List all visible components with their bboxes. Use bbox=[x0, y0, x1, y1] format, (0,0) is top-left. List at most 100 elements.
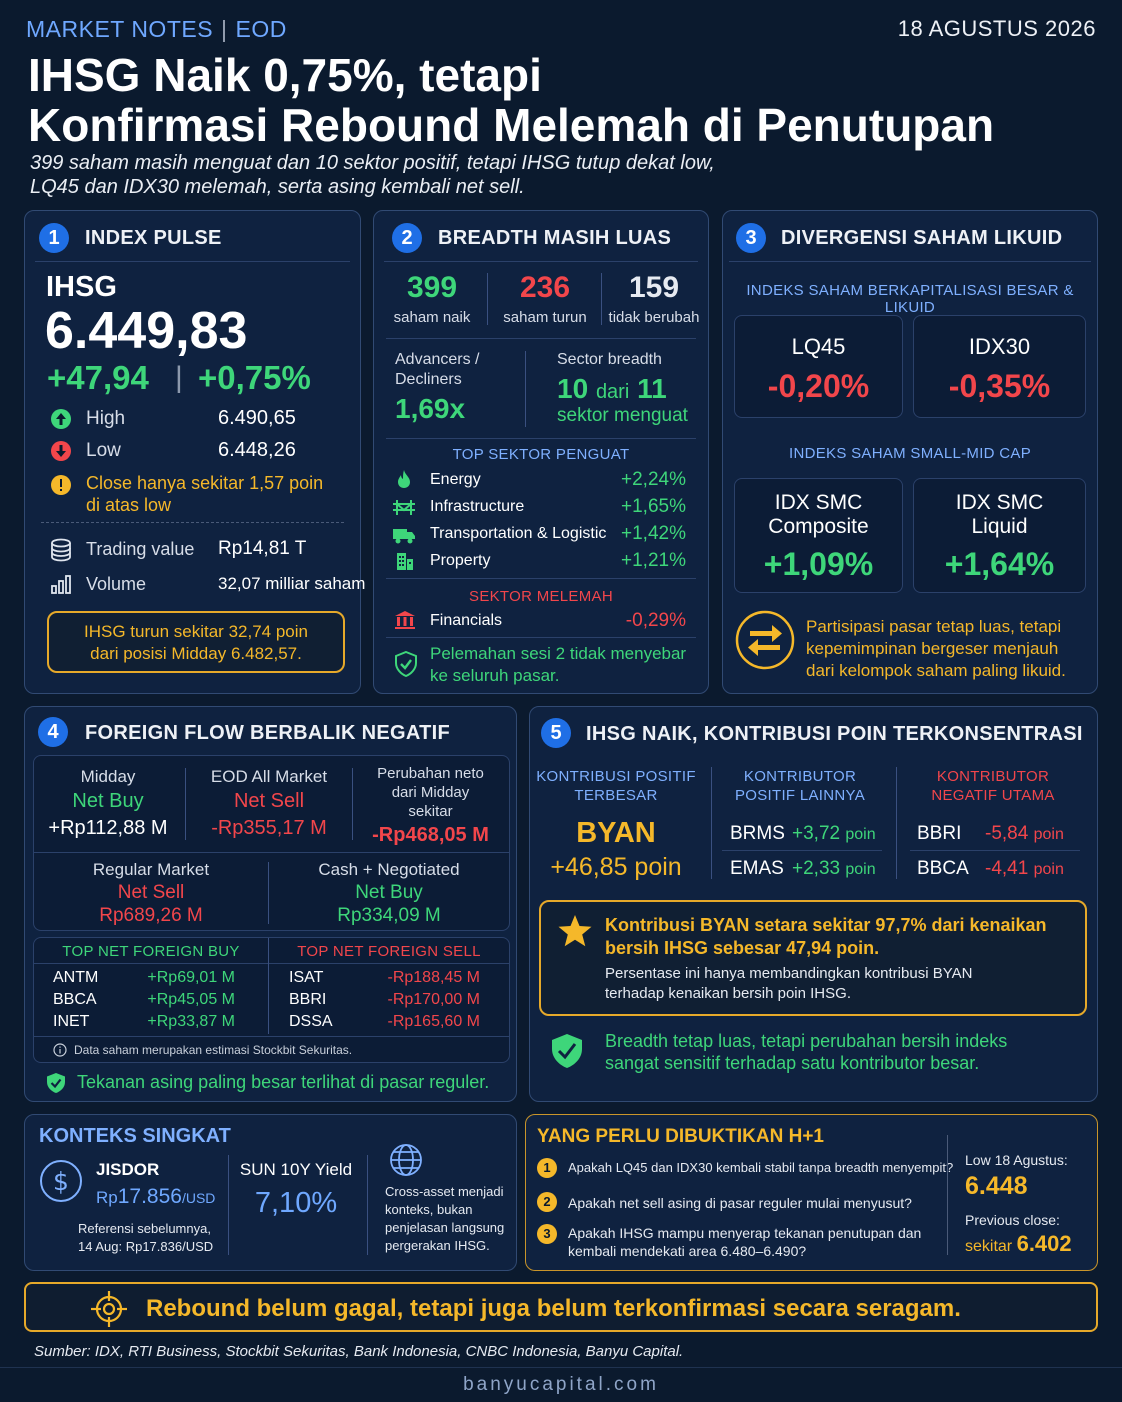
negative-caption-line-2: NEGATIF UTAMA bbox=[931, 787, 1055, 804]
close-note-line-2: di atas low bbox=[86, 495, 172, 515]
previous-close-value: sekitar 6.402 bbox=[965, 1231, 1072, 1257]
previous-close-number: 6.402 bbox=[1016, 1231, 1072, 1256]
site-link[interactable]: banyucapital.com bbox=[463, 1374, 659, 1395]
svg-text:$: $ bbox=[53, 1167, 69, 1196]
stock-code: EMAS bbox=[730, 858, 784, 879]
stock-code: ISAT bbox=[289, 969, 324, 986]
midday-value: +Rp112,88 M bbox=[48, 817, 168, 839]
divider bbox=[386, 578, 696, 579]
breadth-panel: 2 BREADTH MASIH LUAS 399 saham naik 236 … bbox=[373, 210, 709, 694]
cross-asset-line-1: Cross-asset menjadi bbox=[385, 1184, 504, 1199]
bar-chart-icon bbox=[51, 575, 71, 594]
adv-dec-label-2: Decliners bbox=[395, 371, 462, 388]
sectors-total-number: 11 bbox=[637, 373, 667, 404]
stocks-up-label: saham naik bbox=[393, 309, 471, 326]
top-positive-caption-line-1: KONTRIBUSI POSITIF bbox=[536, 768, 696, 785]
target-icon bbox=[91, 1291, 127, 1327]
high-label: High bbox=[86, 408, 126, 429]
trading-value: Rp14,81 T bbox=[218, 538, 307, 559]
jisdor-rate: 17.856 bbox=[117, 1185, 182, 1208]
regular-market-value: Rp689,26 M bbox=[99, 905, 203, 926]
midday-drop-line-2: dari posisi Midday 6.482,57. bbox=[90, 644, 302, 663]
section-title: BREADTH MASIH LUAS bbox=[438, 227, 672, 249]
divider bbox=[896, 767, 897, 879]
contribution-value: -5,84 poin bbox=[985, 823, 1064, 845]
index-value: 6.449,83 bbox=[45, 302, 248, 360]
flow-value: +Rp69,01 M bbox=[147, 969, 235, 986]
context-panel: KONTEKS SINGKAT $ JISDOR Rp17.856/USD Re… bbox=[24, 1114, 517, 1271]
divider bbox=[386, 338, 696, 339]
lq45-card: LQ45 -0,20% bbox=[734, 315, 903, 418]
adv-dec-label: Advancers / Decliners bbox=[395, 350, 479, 390]
sun-yield-value: 7,10% bbox=[254, 1187, 338, 1219]
divider bbox=[525, 351, 526, 427]
sector-change: +2,24% bbox=[621, 469, 686, 490]
low-value: 6.448,26 bbox=[218, 439, 296, 461]
contribution-unit: poin bbox=[845, 826, 876, 843]
sector-name: Property bbox=[430, 552, 491, 569]
section-number-badge: 2 bbox=[392, 223, 422, 253]
byan-share-box: Kontribusi BYAN setara sekitar 97,7% dar… bbox=[539, 900, 1087, 1016]
question-line-1: Apakah IHSG mampu menyerap tekanan penut… bbox=[568, 1225, 922, 1241]
flow-value: -Rp170,00 M bbox=[387, 991, 481, 1008]
divider bbox=[268, 862, 269, 924]
top-positive-caption: KONTRIBUSI POSITIF TERBESAR bbox=[530, 767, 702, 805]
low-label: Low bbox=[86, 440, 121, 461]
shield-check-icon bbox=[395, 651, 417, 677]
jisdor-currency: Rp bbox=[96, 1188, 118, 1207]
info-icon bbox=[53, 1043, 67, 1057]
title-line-2: Konfirmasi Rebound Melemah di Penutupan bbox=[28, 99, 995, 151]
globe-icon bbox=[390, 1144, 422, 1176]
weak-sector-change: -0,29% bbox=[625, 610, 686, 631]
section-title: DIVERGENSI SAHAM LIKUID bbox=[781, 227, 1063, 249]
index-name-line-2: Composite bbox=[768, 515, 869, 538]
top-buy-caption: TOP NET FOREIGN BUY bbox=[62, 943, 240, 960]
sector-breadth-value: 10 dari 11 bbox=[557, 373, 667, 405]
section-number-badge: 1 bbox=[39, 223, 69, 253]
stocks-down-count: 236 bbox=[519, 271, 571, 304]
page-title: IHSG Naik 0,75%, tetapi Konfirmasi Rebou… bbox=[28, 50, 994, 150]
stock-code: BBCA bbox=[53, 991, 97, 1008]
divergence-panel: 3 DIVERGENSI SAHAM LIKUID INDEKS SAHAM B… bbox=[722, 210, 1098, 694]
top-positive-caption-line-2: TERBESAR bbox=[574, 787, 658, 804]
byan-share-explanation: Persentase ini hanya membandingkan kontr… bbox=[605, 964, 972, 1004]
contribution-value: +2,33 poin bbox=[792, 858, 876, 880]
stocks-flat-count: 159 bbox=[628, 271, 680, 304]
index-change-points: +47,94 bbox=[47, 359, 149, 396]
sun-yield-label: SUN 10Y Yield bbox=[239, 1160, 353, 1179]
sector-name: Transportation & Logistic bbox=[430, 525, 607, 542]
item-number-badge: 3 bbox=[537, 1224, 557, 1244]
adv-dec-label-1: Advancers / bbox=[395, 351, 480, 368]
breadth-note-line-1: Pelemahan sesi 2 tidak menyebar bbox=[430, 644, 687, 663]
byan-share-headline: Kontribusi BYAN setara sekitar 97,7% dar… bbox=[605, 914, 1047, 960]
jisdor-reference: Referensi sebelumnya, 14 Aug: Rp17.836/U… bbox=[78, 1220, 213, 1256]
index-name: IHSG bbox=[46, 271, 117, 303]
other-positive-caption: KONTRIBUTOR POSITIF LAINNYA bbox=[712, 767, 888, 805]
flow-value: -Rp165,60 M bbox=[387, 1013, 481, 1030]
eod-label: EOD All Market bbox=[210, 767, 328, 786]
cross-asset-line-2: konteks, bukan bbox=[385, 1202, 473, 1217]
divider bbox=[34, 1036, 509, 1037]
foreign-flow-panel: 4 FOREIGN FLOW BERBALIK NEGATIF Midday N… bbox=[24, 706, 517, 1102]
index-name: LQ45 bbox=[791, 334, 846, 359]
breadth-note: Pelemahan sesi 2 tidak menyebar ke selur… bbox=[430, 643, 686, 687]
divider bbox=[384, 261, 698, 262]
top-foreign-table: TOP NET FOREIGN BUY TOP NET FOREIGN SELL… bbox=[33, 937, 510, 1063]
index-name: IDX30 bbox=[968, 334, 1031, 359]
cross-asset-note: Cross-asset menjadi konteks, bukan penje… bbox=[385, 1183, 504, 1255]
top-sectors-caption: TOP SEKTOR PENGUAT bbox=[452, 446, 630, 463]
byan-share-line-2: bersih IHSG sebesar 47,94 poin. bbox=[605, 938, 880, 958]
contribution-points: +3,72 bbox=[792, 823, 841, 844]
regular-market-label: Regular Market bbox=[92, 860, 210, 879]
contribution-unit: poin bbox=[1033, 861, 1064, 878]
divider bbox=[947, 1135, 948, 1255]
midday-drop-line-1: IHSG turun sekitar 32,74 poin bbox=[84, 622, 308, 641]
conclusion-text: Rebound belum gagal, tetapi juga belum t… bbox=[146, 1295, 961, 1322]
stock-code: BBCA bbox=[917, 858, 969, 879]
question-line-2: kembali mendekati area 6.480–6.490? bbox=[568, 1243, 807, 1259]
divider bbox=[386, 438, 696, 439]
item-number-badge: 1 bbox=[537, 1158, 557, 1178]
database-icon bbox=[51, 538, 71, 562]
sector-change: +1,65% bbox=[621, 496, 686, 517]
bank-icon bbox=[395, 611, 415, 629]
